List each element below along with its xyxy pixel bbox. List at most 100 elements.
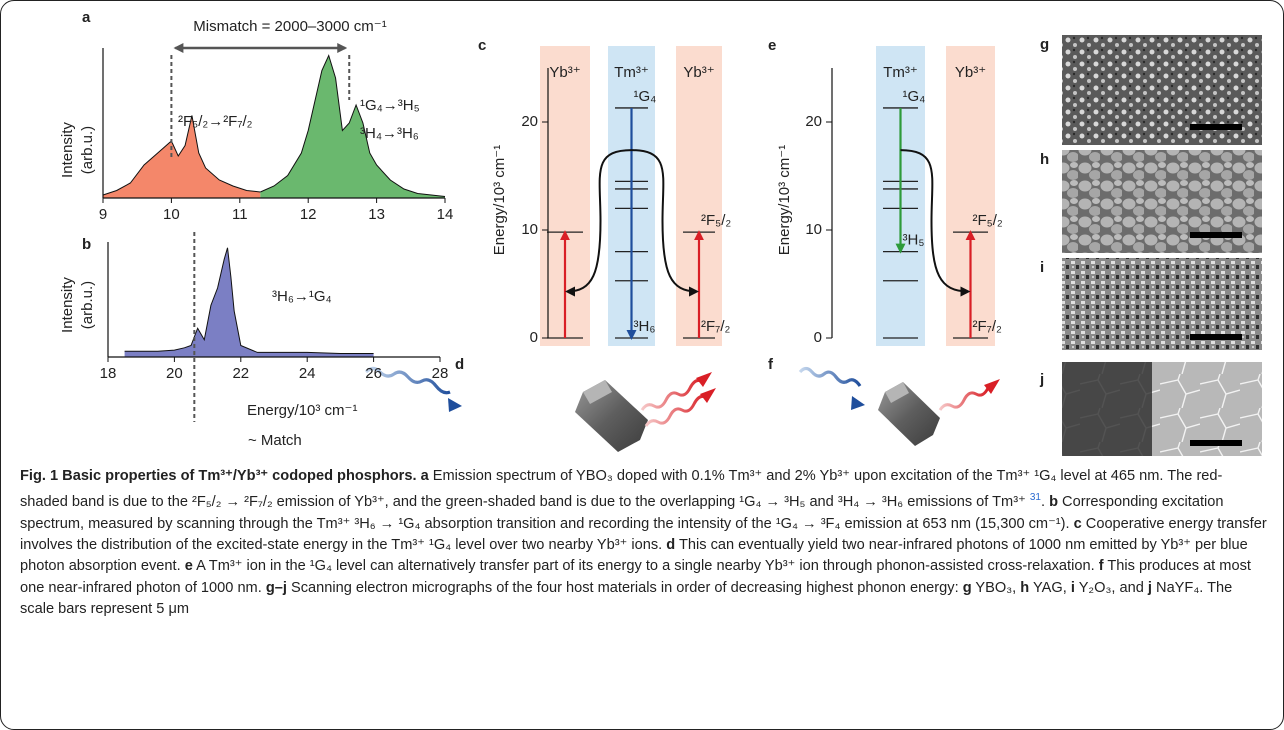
- y-axis-label: Energy/10³ cm⁻¹: [491, 145, 508, 255]
- x-tick-label: 24: [299, 365, 316, 382]
- arrowhead: [700, 388, 716, 403]
- panel-label: g: [1040, 36, 1049, 53]
- crystal-face: [885, 382, 909, 403]
- caption-text: c: [1073, 515, 1082, 532]
- caption-text: i: [1070, 579, 1075, 596]
- ion-label: Yb³⁺: [549, 64, 580, 81]
- level-label: ²F₅/₂: [701, 212, 731, 229]
- level-label: ³H₅: [903, 232, 925, 249]
- x-tick-label: 9: [99, 206, 107, 223]
- panel-f-icons: [798, 366, 1000, 446]
- photon-blue: [798, 366, 862, 387]
- annotation: ³H₄→³H₆: [360, 125, 419, 142]
- micrograph-shadow: [1062, 362, 1152, 456]
- y-tick-label: 0: [530, 329, 538, 346]
- annotation: ¹G₄→³H₅: [360, 97, 420, 114]
- y-axis-label: Energy/10³ cm⁻¹: [776, 145, 793, 255]
- x-tick-label: 22: [232, 365, 249, 382]
- annotation: Mismatch = 2000–3000 cm⁻¹: [193, 18, 386, 35]
- panel-label: f: [768, 356, 774, 373]
- y-axis-label: Intensity: [59, 277, 76, 333]
- panel-label: i: [1040, 259, 1044, 276]
- caption-text: h: [1020, 579, 1030, 596]
- arrowhead: [448, 398, 462, 412]
- level-label: ³H₆: [634, 318, 656, 335]
- x-tick-label: 20: [166, 365, 183, 382]
- scale-bar: [1190, 124, 1242, 130]
- panel-label: b: [82, 236, 91, 253]
- ion-label: Yb³⁺: [955, 64, 986, 81]
- panel-label: a: [82, 9, 91, 26]
- ion-label: Yb³⁺: [683, 64, 714, 81]
- x-tick-label: 28: [432, 365, 449, 382]
- reference[interactable]: 31: [1029, 492, 1041, 504]
- photon-red: [938, 387, 990, 411]
- caption-text: g: [962, 579, 972, 596]
- spectrum-area: [103, 115, 261, 198]
- arrowhead: [851, 396, 865, 410]
- x-axis-label: Energy/10³ cm⁻¹: [247, 402, 357, 419]
- caption-text: Emission spectrum of YBO₃ doped with 0.1…: [20, 468, 1223, 511]
- annotation: ³H₆→¹G₄: [272, 288, 332, 305]
- caption-text: YBO₃,: [971, 579, 1021, 596]
- level-label: ¹G₄: [903, 88, 926, 105]
- panel-label: j: [1039, 371, 1044, 388]
- caption-text: Corresponding excitation spectrum, measu…: [20, 494, 1224, 532]
- x-tick-label: 11: [232, 206, 248, 223]
- scale-bar: [1190, 440, 1242, 446]
- panel-label: d: [455, 356, 464, 373]
- x-tick-label: 26: [365, 365, 382, 382]
- panel-label: h: [1040, 151, 1049, 168]
- x-tick-label: 12: [300, 206, 317, 223]
- caption-text: A Tm³⁺ ion in the ¹G₄ level can alternat…: [192, 558, 1099, 575]
- y-tick-label: 20: [521, 113, 538, 130]
- level-label: ²F₇/₂: [701, 318, 730, 335]
- caption-text: NaYF₄. The scale bars represent 5 μm: [20, 579, 1233, 618]
- y-tick-label: 0: [814, 329, 822, 346]
- spectrum-area: [124, 247, 374, 357]
- x-tick-label: 13: [368, 206, 385, 223]
- caption-text: g–j: [265, 579, 287, 596]
- caption-text: f: [1098, 558, 1104, 575]
- ion-label: Tm³⁺: [614, 64, 649, 81]
- spectrum-area: [260, 55, 445, 198]
- level-label: ²F₇/₂: [973, 318, 1002, 335]
- caption-text: e: [184, 558, 193, 575]
- y-tick-label: 10: [521, 221, 538, 238]
- caption-text: Y₂O₃, and: [1074, 579, 1148, 596]
- panel-d-icons: [364, 366, 716, 452]
- spectrum-line: [260, 54, 446, 197]
- y-axis-label: Intensity: [59, 122, 76, 178]
- caption-text: j: [1147, 579, 1152, 596]
- energy-transfer: [565, 149, 632, 297]
- spectrum-line: [102, 115, 261, 196]
- panel-label: c: [478, 37, 486, 54]
- y-tick-label: 10: [805, 221, 822, 238]
- level-label: ²F₅/₂: [973, 212, 1003, 229]
- caption-text: This can eventually yield two near-infra…: [20, 537, 1248, 575]
- scale-bar: [1190, 334, 1242, 340]
- energy-transfer: [631, 149, 699, 297]
- y-axis-label: (arb.u.): [79, 281, 96, 329]
- x-tick-label: 14: [437, 206, 454, 223]
- caption-text: This produces at most one near-infrared …: [20, 558, 1251, 596]
- caption-text: YAG,: [1029, 579, 1071, 596]
- level-label: ¹G₄: [634, 88, 657, 105]
- photon-red: [640, 378, 703, 411]
- caption-text: Cooperative energy transfer involves the…: [20, 515, 1267, 554]
- energy-transfer: [900, 149, 971, 297]
- photon-red: [644, 394, 707, 427]
- caption-text: b: [1049, 494, 1058, 511]
- y-tick-label: 20: [805, 113, 822, 130]
- caption-text: Fig. 1 Basic properties of Tm³⁺/Yb³⁺ cod…: [20, 468, 417, 484]
- arrowhead: [984, 379, 1000, 394]
- annotation: ²F₅/₂→²F₇/₂: [178, 113, 253, 130]
- micrographs: [1062, 35, 1262, 456]
- figure-caption: Fig. 1 Basic properties of Tm³⁺/Yb³⁺ cod…: [20, 466, 1270, 621]
- scale-bar: [1190, 232, 1242, 238]
- panel-label: e: [768, 37, 776, 54]
- arrowhead: [696, 372, 712, 387]
- x-tick-label: 10: [163, 206, 180, 223]
- ion-label: Tm³⁺: [883, 64, 918, 81]
